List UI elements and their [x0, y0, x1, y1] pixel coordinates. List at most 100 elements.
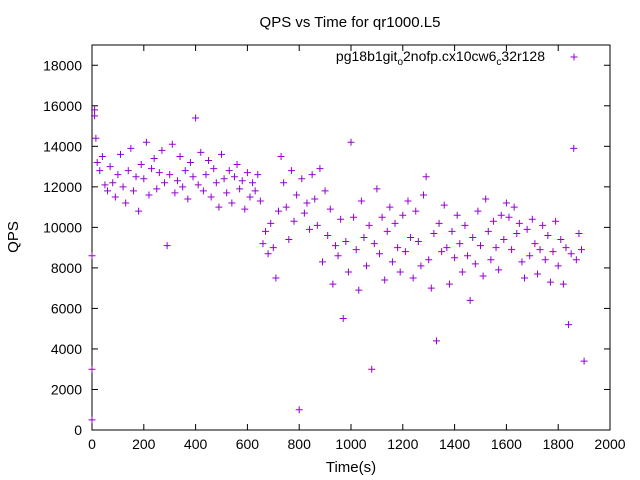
data-point: [303, 199, 311, 207]
data-point: [135, 207, 143, 215]
data-point: [567, 250, 575, 258]
data-point: [546, 278, 554, 286]
data-point: [580, 357, 588, 365]
x-tick-label: 600: [236, 436, 260, 452]
data-point: [243, 169, 251, 177]
data-point: [316, 165, 324, 173]
data-point: [477, 242, 484, 250]
data-point: [251, 187, 259, 195]
data-point: [225, 167, 233, 175]
data-point: [531, 240, 539, 248]
data-point: [381, 276, 389, 284]
data-point: [365, 221, 373, 229]
data-point: [363, 262, 371, 270]
data-point: [91, 106, 99, 114]
y-tick-label: 14000: [43, 138, 82, 154]
data-point: [427, 284, 435, 292]
data-point: [508, 246, 516, 254]
data-point: [132, 173, 140, 181]
data-point: [474, 207, 482, 215]
data-point: [280, 179, 288, 187]
data-point: [510, 203, 518, 211]
data-point: [388, 258, 396, 266]
data-point: [186, 159, 194, 167]
data-point: [337, 215, 345, 223]
data-point: [329, 280, 337, 288]
data-point: [264, 250, 272, 258]
data-point: [350, 213, 358, 221]
data-point: [101, 181, 109, 189]
data-point: [479, 272, 487, 280]
data-point: [536, 246, 544, 254]
data-point: [205, 157, 213, 164]
data-point: [399, 211, 407, 219]
data-point: [285, 236, 293, 244]
x-axis-label: Time(s): [326, 459, 376, 476]
data-point: [464, 252, 472, 260]
data-point: [256, 197, 264, 205]
data-point: [88, 365, 96, 373]
plot-area-border: [91, 44, 611, 431]
data-point: [148, 165, 156, 173]
data-point: [435, 219, 443, 227]
data-point: [150, 154, 158, 162]
data-point: [375, 250, 383, 258]
data-point: [145, 191, 153, 199]
data-point: [386, 203, 394, 211]
data-point: [168, 140, 176, 148]
data-point: [246, 193, 254, 201]
data-point: [339, 315, 347, 323]
data-point: [249, 179, 257, 187]
data-point: [153, 185, 161, 193]
data-point: [122, 199, 130, 207]
data-point: [88, 416, 96, 424]
data-point: [489, 217, 497, 225]
data-point: [293, 191, 301, 199]
data-point: [432, 337, 440, 345]
data-point: [179, 183, 187, 191]
data-point: [539, 221, 547, 229]
data-point: [300, 209, 308, 217]
data-point: [370, 240, 378, 248]
legend-marker: [570, 53, 578, 61]
data-point: [425, 256, 433, 264]
data-point: [414, 238, 422, 246]
data-point: [277, 152, 285, 160]
data-point: [500, 236, 508, 244]
data-point: [189, 173, 197, 181]
data-point: [518, 258, 526, 266]
x-tick-label: 0: [88, 436, 96, 452]
data-point: [521, 274, 529, 282]
data-point: [155, 169, 163, 177]
data-point: [287, 167, 295, 175]
data-point: [210, 165, 218, 173]
data-point: [326, 205, 334, 213]
data-point: [241, 205, 249, 213]
x-tick-label: 400: [184, 436, 208, 452]
data-point: [274, 207, 282, 215]
data-point: [502, 199, 510, 207]
data-point: [184, 195, 192, 203]
y-tick-label: 4000: [51, 341, 82, 357]
data-point: [368, 365, 376, 373]
data-point: [373, 185, 381, 193]
data-point: [269, 244, 277, 252]
y-tick-label: 0: [74, 422, 82, 438]
x-tick-label: 1400: [439, 436, 470, 452]
data-point: [319, 258, 327, 266]
data-point: [124, 167, 132, 175]
data-point: [334, 252, 342, 260]
legend-series-label: pg18b1gito2nofp.cx10cw6c32r128: [336, 48, 545, 68]
data-point: [192, 114, 200, 122]
data-point: [360, 234, 368, 241]
data-point: [523, 225, 531, 233]
data-point: [331, 242, 339, 250]
data-point: [342, 238, 350, 246]
data-point: [578, 246, 586, 254]
x-tick-label: 1000: [335, 436, 366, 452]
legend-marker-icon: [570, 53, 578, 61]
y-tick-label: 2000: [51, 381, 82, 397]
chart-title: QPS vs Time for qr1000.L5: [260, 14, 441, 31]
data-point: [272, 274, 280, 282]
